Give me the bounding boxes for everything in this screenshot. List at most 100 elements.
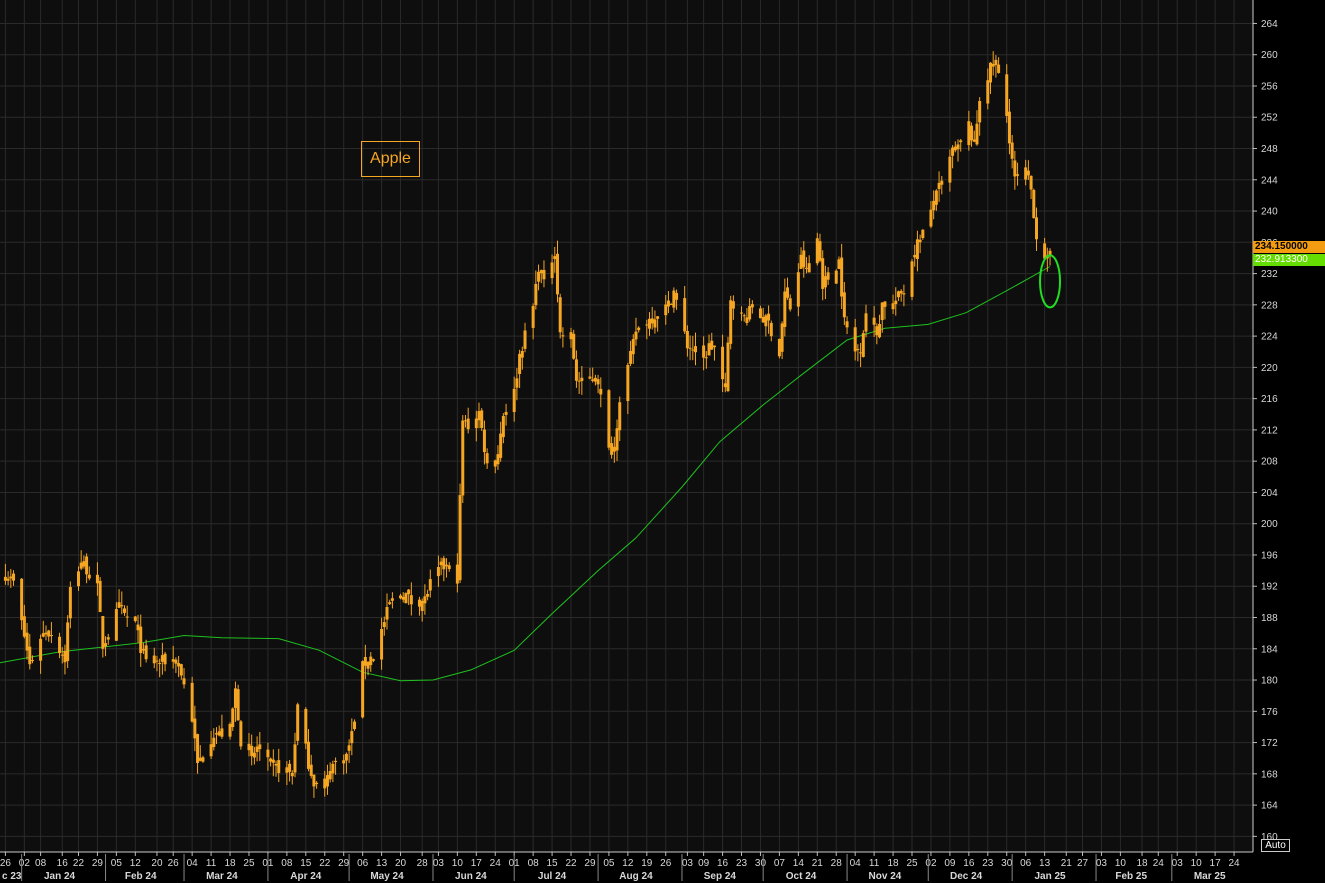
candle-body [133, 616, 137, 622]
candle-body [704, 357, 708, 359]
y-tick-label: 204 [1261, 488, 1278, 499]
y-tick-label: 232 [1261, 269, 1278, 280]
candle-body [466, 418, 470, 430]
x-tick-label: 10 [1191, 858, 1203, 869]
month-label: Jun 24 [455, 871, 487, 882]
x-tick-label: 27 [1077, 858, 1089, 869]
x-tick-label: 18 [1136, 858, 1148, 869]
candle-body [58, 636, 62, 654]
candle-body [1026, 170, 1030, 176]
y-tick-label: 176 [1261, 707, 1278, 718]
plot-background [0, 0, 1253, 852]
x-tick-label: 14 [793, 858, 805, 869]
candle-body [174, 659, 178, 664]
candle-body [271, 759, 275, 763]
candle-body [707, 343, 711, 356]
x-tick-label: 21 [812, 858, 824, 869]
candle-body [878, 324, 882, 338]
candle-body [290, 772, 294, 777]
candle-body [818, 241, 822, 261]
candle-body [236, 689, 240, 721]
candle-body [994, 59, 998, 66]
y-tick-label: 184 [1261, 644, 1278, 655]
candle-body [853, 327, 857, 352]
candle-body [353, 721, 357, 730]
candle-body [956, 144, 960, 150]
candle-body [125, 616, 129, 618]
month-label: Dec 24 [950, 871, 983, 882]
y-tick-label: 188 [1261, 613, 1278, 624]
x-tick-label: 29 [584, 858, 596, 869]
candle-body [558, 297, 562, 333]
moving-average-tag: 232.913300 [1253, 254, 1325, 266]
candle-body [266, 749, 270, 758]
candle-body [401, 596, 405, 600]
candle-body [98, 580, 102, 613]
x-tick-label: 09 [698, 858, 710, 869]
candle-body [875, 326, 879, 336]
x-tick-label: 09 [944, 858, 956, 869]
candle-body [501, 415, 505, 438]
candle-body [139, 626, 143, 653]
autoscale-button[interactable]: Auto [1261, 839, 1290, 852]
x-tick-label: 23 [982, 858, 994, 869]
x-tick-label: 26 [660, 858, 672, 869]
candle-body [409, 595, 413, 605]
candle-body [315, 782, 319, 785]
candle-body [477, 411, 481, 421]
y-tick-label: 216 [1261, 394, 1278, 405]
candle-body [6, 578, 10, 581]
y-tick-label: 224 [1261, 332, 1278, 343]
x-tick-label: 04 [850, 858, 862, 869]
x-tick-label: 06 [1020, 858, 1032, 869]
month-label: Aug 24 [619, 871, 653, 882]
candle-body [239, 721, 243, 747]
candle-body [274, 763, 278, 766]
candle-body [512, 388, 516, 413]
x-tick-label: 25 [243, 858, 255, 869]
candle-body [28, 646, 32, 665]
candle-body [672, 290, 676, 308]
candle-body [447, 565, 451, 570]
x-tick-label: 23 [736, 858, 748, 869]
candle-body [883, 301, 887, 307]
x-tick-label: 03 [433, 858, 445, 869]
candle-body [837, 259, 841, 270]
x-tick-label: 21 [1061, 858, 1073, 869]
candle-body [312, 774, 316, 787]
candle-body [417, 599, 421, 607]
candle-body [978, 101, 982, 123]
x-tick-label: 05 [111, 858, 123, 869]
candle-body [948, 156, 952, 183]
y-tick-label: 212 [1261, 425, 1278, 436]
candle-body [593, 377, 597, 382]
candle-body [631, 339, 635, 355]
x-tick-label: 15 [547, 858, 559, 869]
candle-body [220, 728, 224, 737]
candle-body [872, 317, 876, 325]
candle-body [196, 734, 200, 763]
x-tick-label: 24 [1228, 858, 1240, 869]
candle-body [612, 446, 616, 452]
y-tick-label: 260 [1261, 50, 1278, 61]
candle-body [845, 321, 849, 328]
candle-body [688, 347, 692, 349]
last-price-tag: 234.150000 [1253, 241, 1325, 253]
y-tick-label: 240 [1261, 207, 1278, 218]
candle-body [807, 263, 811, 273]
candle-body [764, 315, 768, 327]
candle-body [591, 379, 595, 381]
candle-body [76, 571, 80, 587]
candle-body [726, 342, 730, 392]
candle-body [41, 633, 45, 637]
candle-body [537, 271, 541, 282]
candle-body [1034, 217, 1038, 240]
candle-body [937, 182, 941, 190]
candle-body [155, 660, 159, 662]
x-tick-label: 02 [19, 858, 31, 869]
candle-body [691, 349, 695, 351]
candle-body [712, 345, 716, 348]
x-tick-label: 12 [130, 858, 142, 869]
candle-body [742, 315, 746, 317]
x-tick-label: 28 [831, 858, 843, 869]
